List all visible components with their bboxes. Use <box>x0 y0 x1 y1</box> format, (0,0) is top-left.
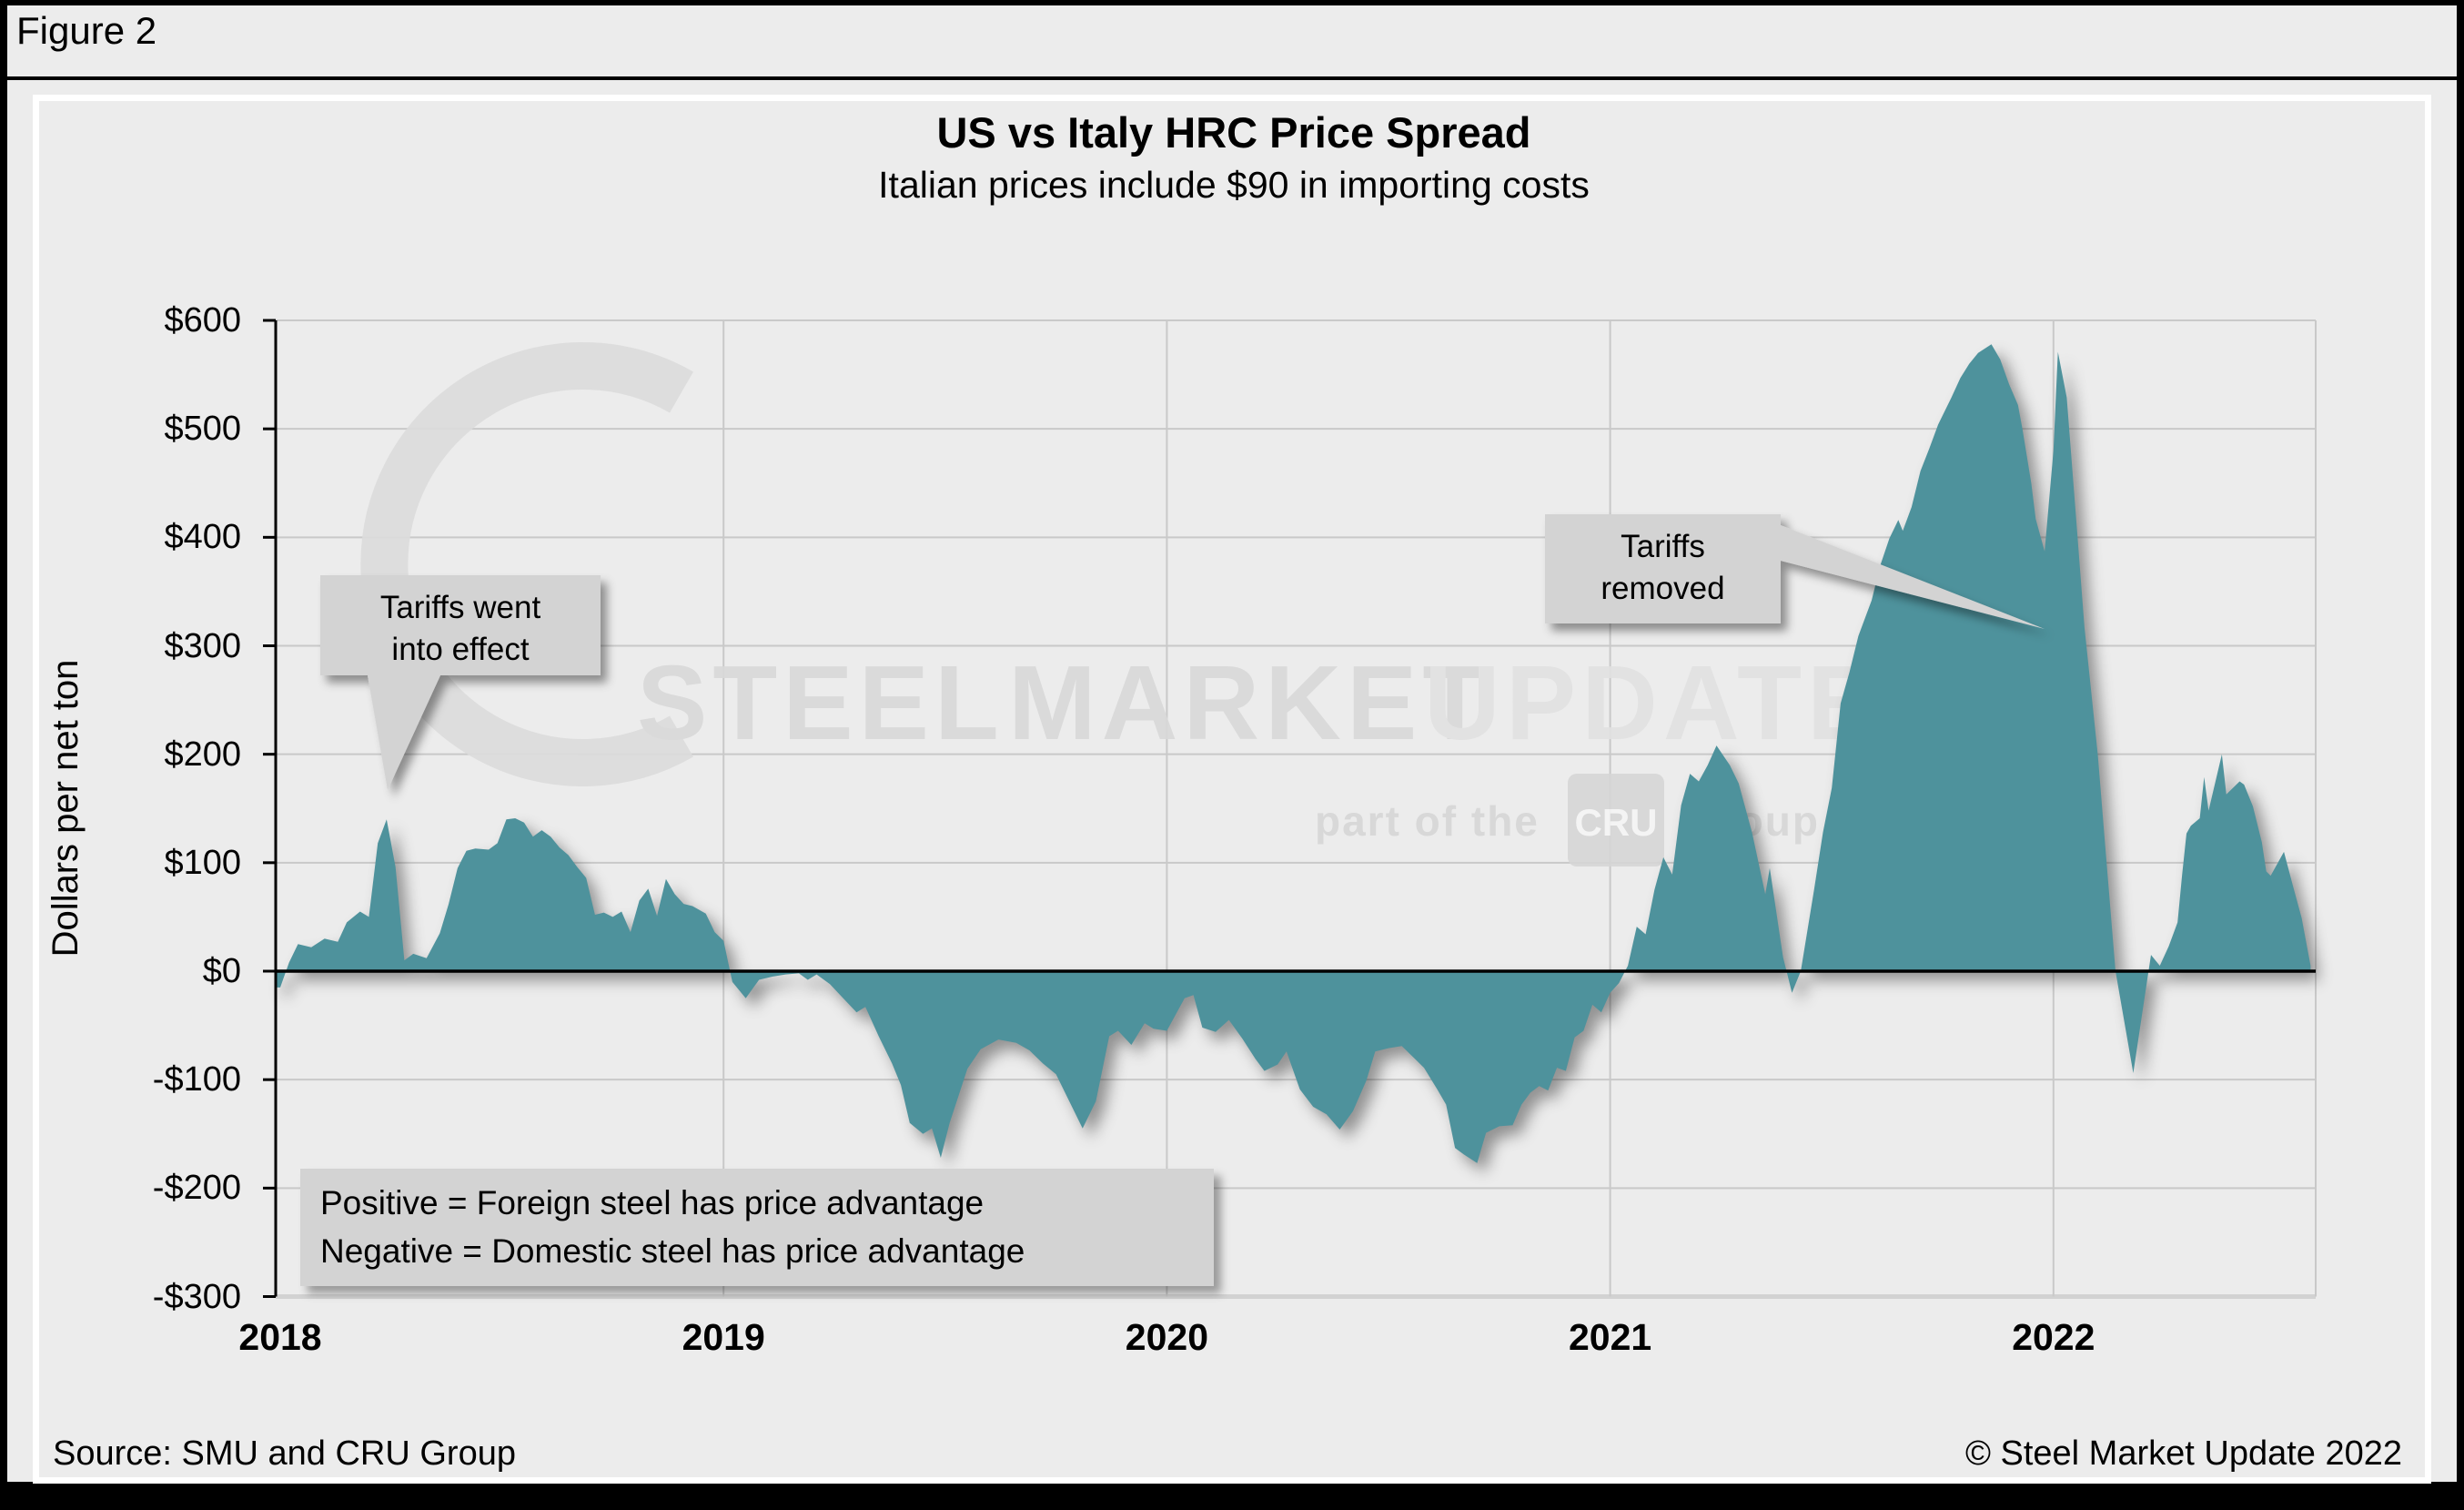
callout-tariffs-off-text: Tariffs removed <box>1601 529 1725 607</box>
x-tick-label: 2021 <box>1568 1316 1652 1358</box>
y-tick-label: $500 <box>164 410 241 449</box>
callout-tariffs-on-text: Tariffs went into effect <box>379 590 541 668</box>
footer-source: Source: SMU and CRU Group <box>53 1434 516 1473</box>
y-tick-label: -$200 <box>152 1169 241 1208</box>
spread-area <box>276 344 2311 1163</box>
y-tick-label: $100 <box>164 843 241 882</box>
axes <box>263 319 2316 1298</box>
watermark-part-of: part of the <box>1315 797 1540 845</box>
y-tick-label: $0 <box>202 952 241 990</box>
y-tick-label: $400 <box>164 518 241 557</box>
x-tick-label: 2020 <box>1125 1316 1208 1358</box>
y-tick-label: $200 <box>164 735 241 774</box>
cru-logo-box-icon <box>1568 774 1664 866</box>
watermark-steel: STEEL <box>637 644 1005 762</box>
smu-watermark: STEEL MARKET UPDATE part of the CRU Grou… <box>360 342 1883 866</box>
watermark-update: UPDATE <box>1424 644 1883 762</box>
callouts <box>320 514 2045 790</box>
chart-title: US vs Italy HRC Price Spread <box>936 108 1531 157</box>
callout-tariffs-off-bubble <box>1545 514 2045 629</box>
watermark-cru: CRU <box>1575 801 1658 844</box>
header-rule <box>7 76 2457 80</box>
x-tick-label: 2018 <box>238 1316 322 1358</box>
footer-copyright: © Steel Market Update 2022 <box>1964 1434 2402 1473</box>
y-tick-label: -$100 <box>152 1060 241 1100</box>
y-tick-label: -$300 <box>152 1277 241 1316</box>
y-tick-label: $300 <box>164 626 241 665</box>
sign-convention-note: Positive = Foreign steel has price advan… <box>300 1169 1214 1287</box>
figure-label: Figure 2 <box>16 9 157 52</box>
spread-area-series <box>276 344 2311 1163</box>
chart-subtitle: Italian prices include $90 in importing … <box>878 164 1590 206</box>
y-tick-label: $600 <box>164 301 241 339</box>
watermark-market: MARKET <box>1008 644 1492 762</box>
chart-panel <box>33 95 2431 1484</box>
x-tick-label: 2019 <box>682 1316 765 1358</box>
smu-crescent-logo-icon <box>360 342 693 786</box>
callout-tariffs-on-bubble <box>320 575 601 790</box>
x-tick-label: 2022 <box>2012 1316 2095 1358</box>
